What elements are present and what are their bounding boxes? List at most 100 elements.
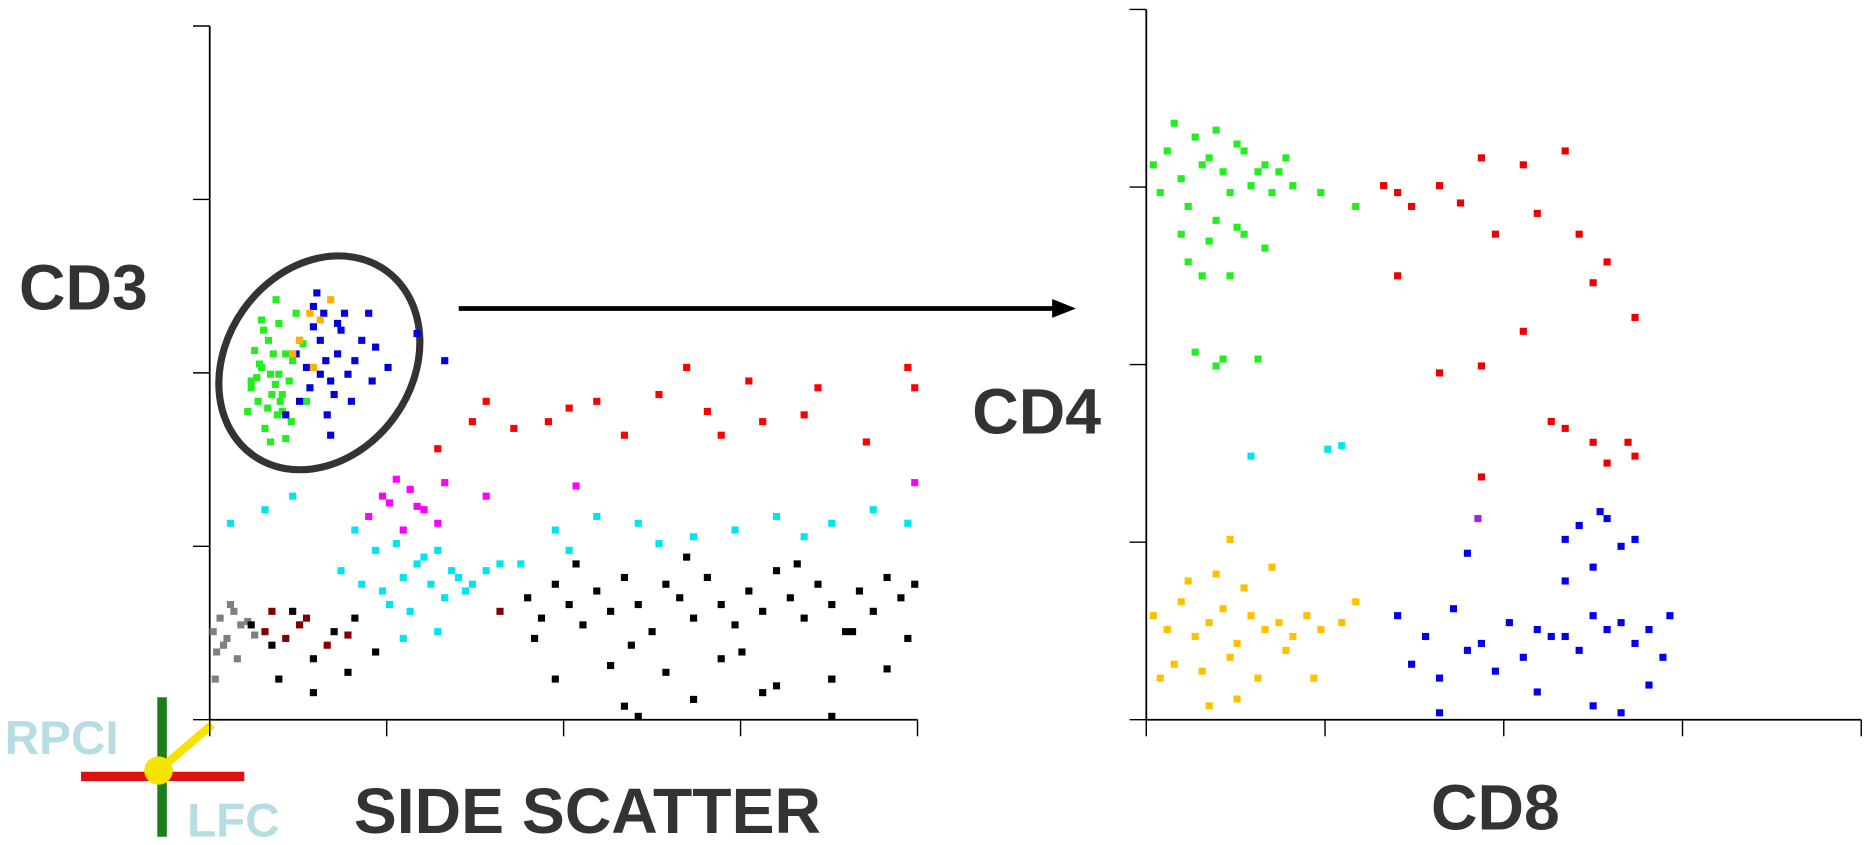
point	[276, 397, 284, 405]
point	[1254, 355, 1262, 363]
point	[266, 370, 275, 378]
point	[1268, 563, 1276, 571]
point	[814, 580, 822, 588]
point	[565, 601, 573, 609]
point	[420, 506, 428, 514]
point	[1205, 237, 1213, 245]
point	[320, 309, 328, 317]
point	[759, 689, 767, 697]
point	[327, 296, 335, 304]
point	[1191, 348, 1199, 356]
point	[271, 380, 279, 388]
point	[904, 363, 912, 371]
point	[233, 655, 241, 663]
point	[211, 675, 219, 683]
point	[1233, 140, 1241, 148]
point	[454, 573, 463, 582]
point	[327, 431, 335, 439]
gate	[215, 252, 424, 474]
point	[1575, 646, 1583, 654]
point	[392, 540, 400, 548]
point	[745, 587, 753, 595]
point	[261, 424, 269, 432]
point	[365, 512, 373, 521]
point	[496, 607, 504, 615]
point	[1561, 424, 1569, 432]
point	[337, 326, 345, 334]
point	[1184, 202, 1192, 210]
point	[676, 594, 684, 602]
point	[226, 519, 235, 527]
point	[759, 607, 767, 615]
point	[1659, 653, 1667, 661]
point	[358, 336, 366, 344]
point	[634, 712, 642, 720]
point	[1533, 626, 1541, 634]
point	[593, 397, 601, 405]
point	[264, 404, 272, 412]
point	[1645, 626, 1653, 634]
point	[1317, 626, 1325, 634]
point	[1505, 619, 1513, 627]
x-axis-label: SIDE SCATTER	[354, 775, 821, 845]
point	[1456, 199, 1465, 207]
point	[1170, 660, 1178, 668]
point	[1289, 632, 1297, 641]
point	[1198, 667, 1206, 675]
point	[378, 492, 387, 500]
point	[1338, 442, 1346, 450]
point	[344, 631, 352, 639]
point	[593, 587, 601, 595]
point	[323, 411, 331, 419]
point	[1463, 549, 1472, 557]
point	[620, 702, 629, 710]
point	[1184, 258, 1192, 266]
point	[268, 641, 276, 649]
point	[1603, 626, 1611, 634]
point	[1477, 154, 1485, 162]
point	[1261, 161, 1269, 169]
point	[1268, 189, 1276, 197]
point	[565, 404, 573, 412]
point	[1624, 438, 1632, 446]
point	[209, 628, 217, 636]
point	[427, 580, 435, 588]
point	[620, 573, 629, 582]
point	[1603, 258, 1611, 266]
point	[662, 668, 670, 676]
point	[327, 377, 335, 385]
point	[607, 607, 615, 615]
point	[216, 614, 224, 622]
point	[1163, 147, 1171, 155]
point	[828, 519, 836, 527]
point	[634, 601, 642, 609]
point	[572, 482, 580, 490]
point	[759, 418, 767, 426]
point	[883, 665, 891, 673]
point	[579, 621, 587, 629]
point	[1533, 209, 1541, 217]
point	[1547, 417, 1555, 426]
point	[772, 512, 781, 521]
point	[482, 397, 490, 405]
point	[302, 363, 311, 371]
point	[482, 567, 490, 575]
point	[1226, 189, 1234, 197]
x-axis-label: CD8	[1431, 772, 1560, 844]
point	[285, 377, 293, 385]
point	[1198, 161, 1206, 169]
point	[254, 397, 262, 405]
point	[261, 506, 269, 514]
point	[627, 641, 635, 649]
point	[655, 540, 663, 548]
point	[911, 384, 919, 392]
point	[253, 374, 261, 382]
point	[268, 390, 276, 399]
point	[266, 438, 275, 446]
point	[1212, 216, 1220, 224]
point	[1408, 202, 1416, 210]
point	[334, 350, 342, 358]
point	[517, 560, 525, 568]
point	[1198, 272, 1206, 280]
point	[655, 390, 663, 399]
